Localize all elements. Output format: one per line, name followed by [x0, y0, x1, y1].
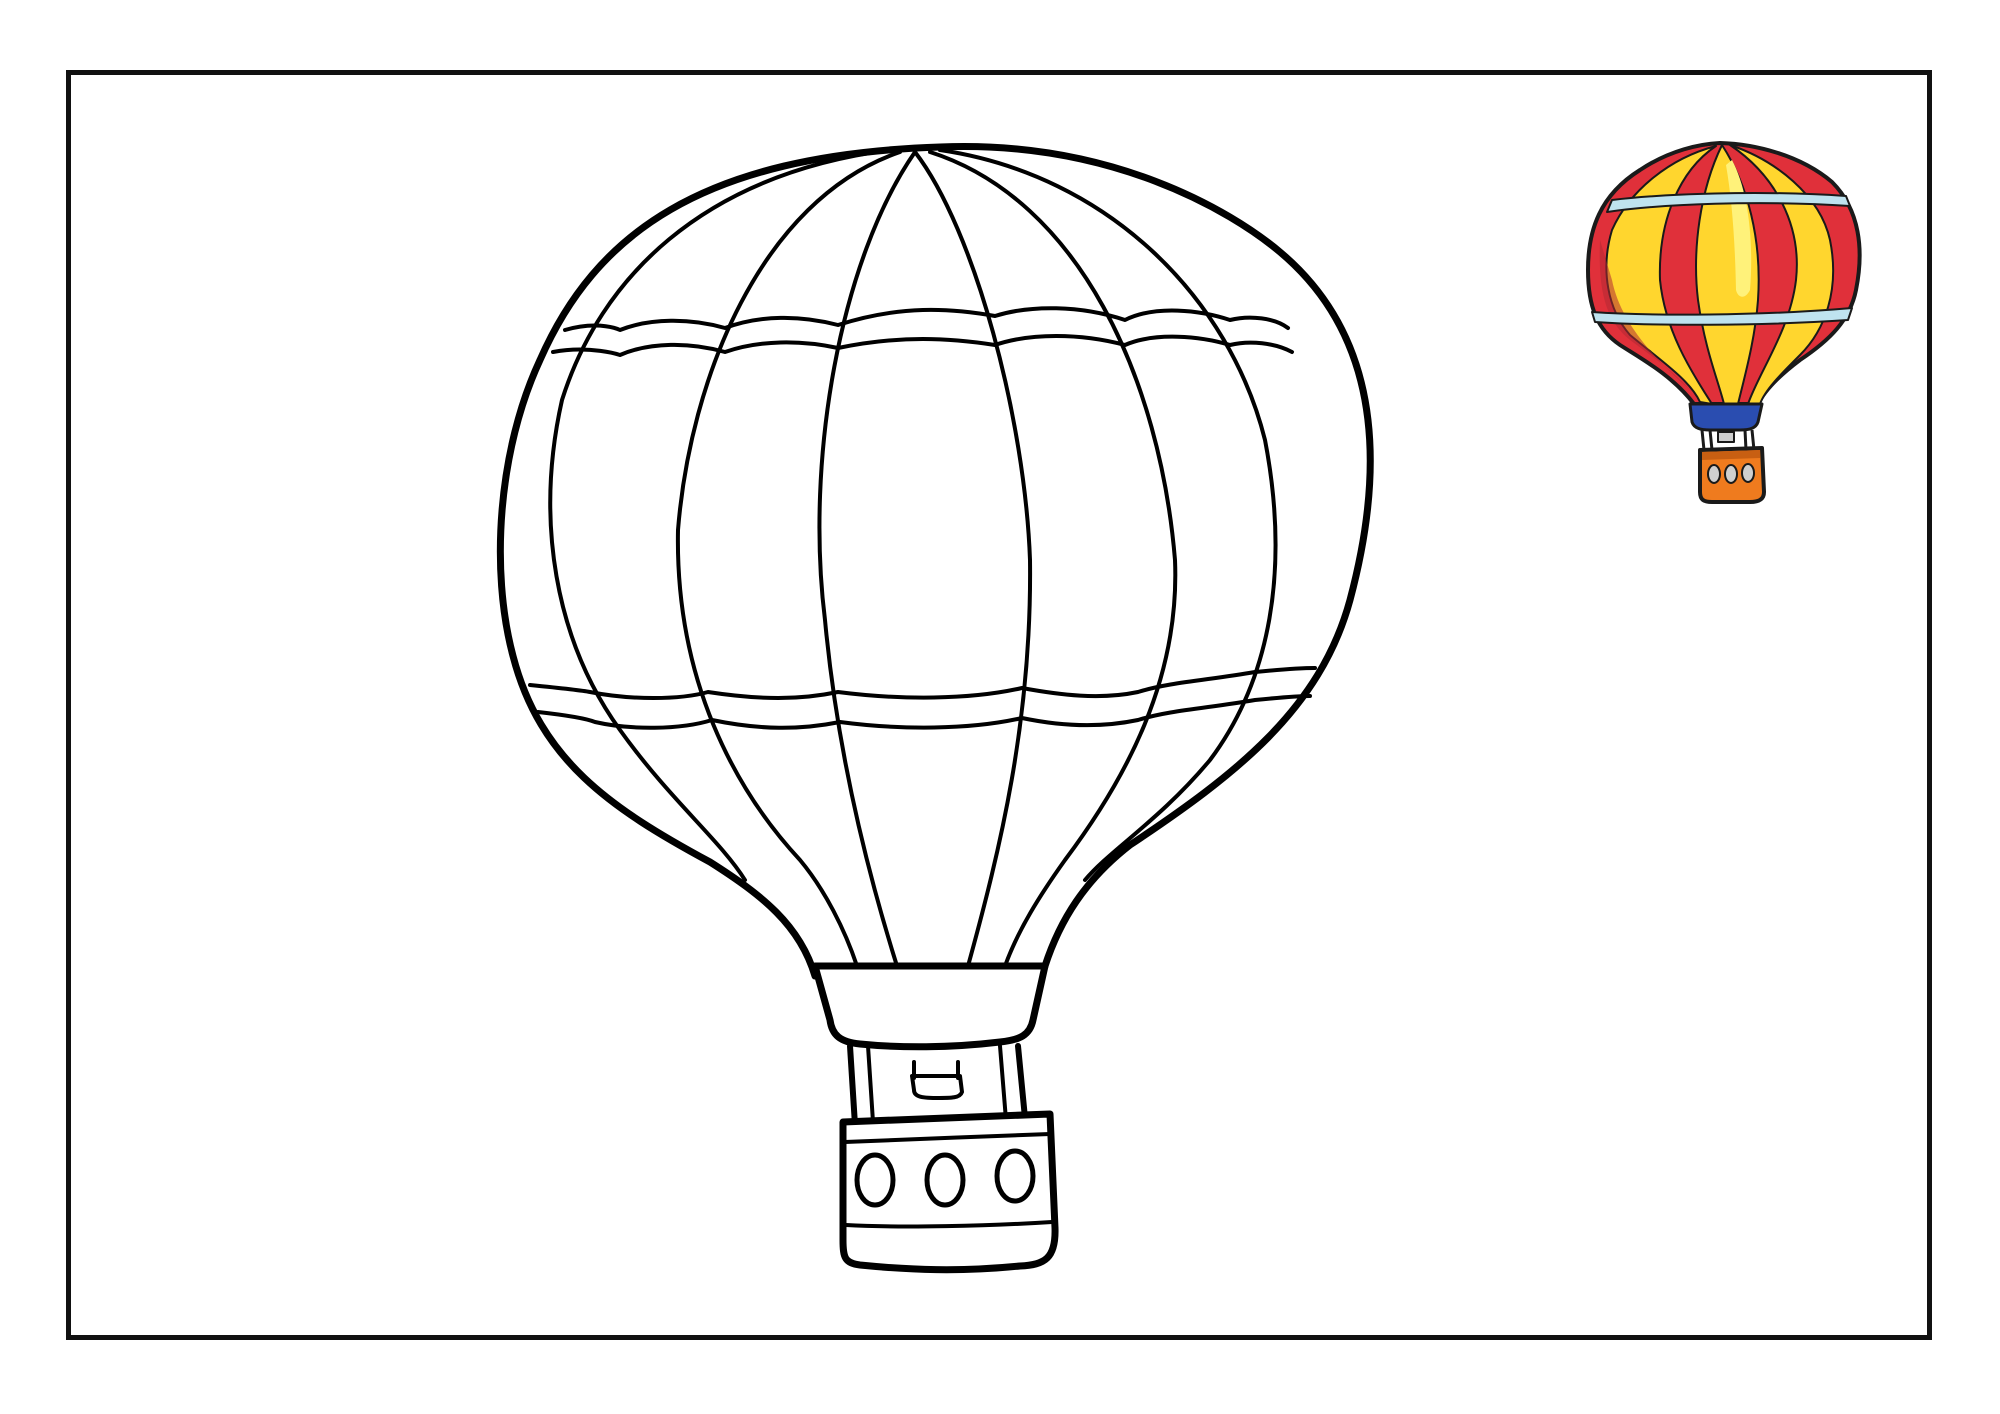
reference-gore-yellow-left	[1605, 145, 1717, 405]
upper-band-top	[563, 306, 1290, 332]
reference-basket-window-left	[1707, 464, 1721, 484]
gore-inner-left	[675, 150, 902, 968]
upper-band-bottom	[551, 334, 1294, 357]
reference-ropes	[1700, 429, 1756, 451]
basket-rim	[843, 1132, 1052, 1144]
reference-lower-band	[1591, 307, 1853, 326]
reference-upper-band	[1606, 192, 1851, 213]
basket-rope-right-outer	[1015, 1043, 1028, 1121]
gore-center-right	[913, 150, 1033, 968]
basket-rope-right-inner	[998, 1044, 1008, 1122]
lower-band-top	[528, 666, 1317, 700]
basket-outline	[839, 1110, 1059, 1274]
gore-center-left	[817, 150, 917, 968]
reference-burner	[1717, 431, 1735, 443]
basket-rope-left-outer	[847, 1043, 858, 1128]
lower-band-bottom	[536, 694, 1312, 730]
outline-balloon	[496, 143, 1374, 1274]
gore-outer-right	[938, 148, 1278, 882]
reference-balloon	[1586, 141, 1862, 504]
basket-window-left	[854, 1152, 896, 1208]
basket-rope-left-inner	[866, 1044, 875, 1124]
basket-base-line	[844, 1220, 1054, 1229]
balloon-collar	[811, 962, 1049, 1051]
reference-basket-rim	[1702, 450, 1760, 460]
gore-outer-left	[548, 148, 892, 882]
gore-inner-right	[928, 150, 1178, 968]
burner-icon	[910, 1060, 964, 1100]
basket-window-middle	[924, 1152, 966, 1208]
balloon-envelope-outline	[496, 143, 1374, 980]
reference-basket-window-middle	[1724, 464, 1738, 484]
basket-window-right	[994, 1148, 1036, 1204]
reference-collar	[1688, 402, 1764, 432]
reference-basket-window-right	[1741, 463, 1755, 483]
page-border	[66, 70, 1932, 1340]
reference-gore-yellow-right	[1729, 144, 1835, 405]
